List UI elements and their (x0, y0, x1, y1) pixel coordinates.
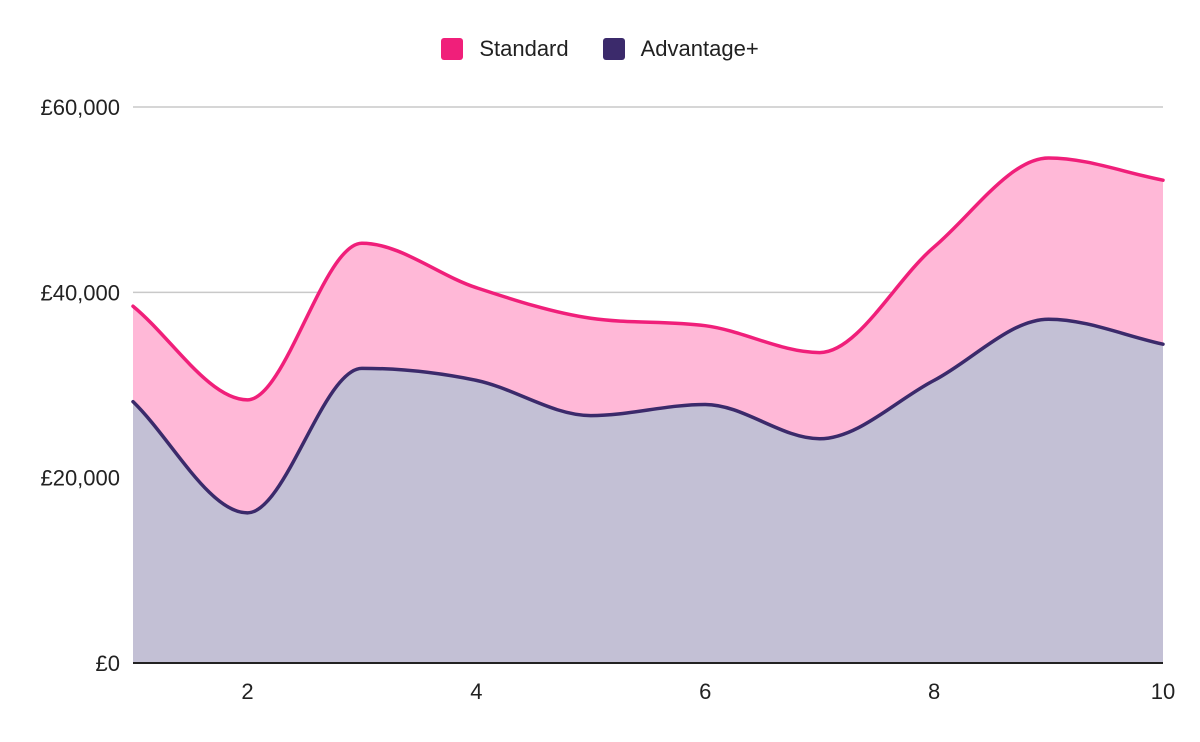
x-tick-label: 10 (1151, 679, 1175, 704)
y-tick-label: £0 (96, 651, 120, 676)
series-line-standard[interactable] (131, 156, 1165, 402)
axes: £0 £20,000 £40,000 £60,000 2 4 6 8 10 (40, 95, 1175, 704)
y-tick-label: £20,000 (40, 466, 120, 491)
x-tick-label: 8 (928, 679, 940, 704)
x-tick-label: 2 (241, 679, 253, 704)
area-series (131, 156, 1165, 663)
area-fill-standard (133, 157, 1163, 513)
series-line-advantage[interactable] (131, 317, 1165, 515)
legend-swatch-standard (441, 38, 464, 60)
legend-item-standard[interactable]: Standard (441, 36, 569, 62)
x-tick-label: 4 (470, 679, 482, 704)
x-tick-label: 6 (699, 679, 711, 704)
y-tick-label: £60,000 (40, 95, 120, 120)
legend-label-standard: Standard (479, 36, 569, 61)
y-tick-label: £40,000 (40, 280, 120, 305)
legend-label-advantage-plus: Advantage+ (640, 36, 759, 61)
chart-legend: Standard Advantage+ (0, 36, 1200, 62)
legend-item-advantage-plus[interactable]: Advantage+ (602, 36, 759, 62)
legend-swatch-advantage-plus (602, 38, 625, 60)
area-fill-advantage (133, 319, 1163, 663)
